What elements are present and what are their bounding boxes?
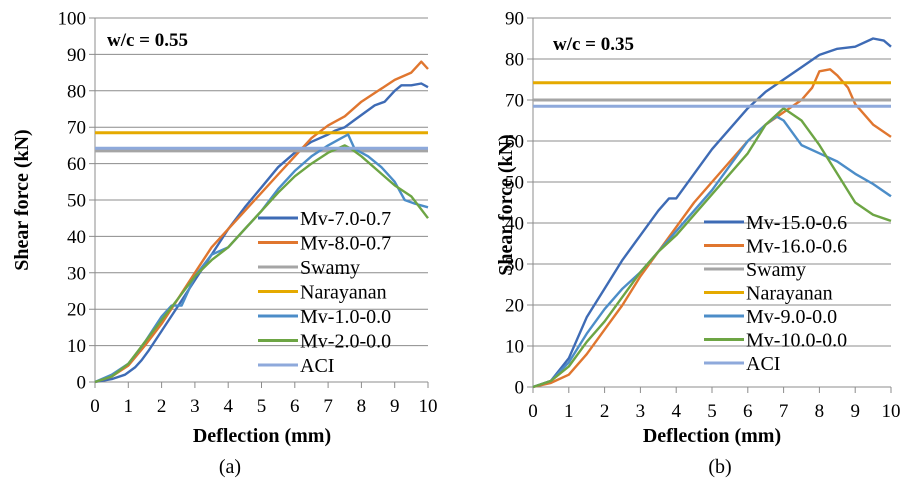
legend-item: Mv-16.0-0.6 (704, 236, 847, 258)
y-tick-label: 70 (67, 118, 86, 139)
x-tick-label: 6 (290, 396, 300, 417)
x-tick-label: 8 (357, 396, 367, 417)
x-tick-label: 9 (390, 396, 400, 417)
legend-item: Swamy (704, 259, 806, 281)
legend-label: ACI (746, 353, 780, 375)
legend-item: Mv-1.0-0.0 (258, 306, 391, 328)
legend-item: Narayanan (258, 282, 387, 304)
y-tick-label: 50 (67, 191, 86, 212)
x-tick-label: 6 (743, 401, 753, 422)
series-line-mv-2-0-0-0 (94, 144, 429, 384)
legend-label: Swamy (746, 259, 806, 281)
y-tick-label: 50 (505, 173, 524, 194)
y-tick-label: 80 (505, 50, 524, 71)
x-tick-label: 1 (564, 401, 574, 422)
legend-item: Mv-7.0-0.7 (258, 208, 391, 230)
x-tick-label: 7 (779, 401, 789, 422)
x-tick-label: 2 (157, 396, 167, 417)
legend-item: Mv-15.0-0.6 (704, 212, 847, 234)
legend-item: Mv-9.0-0.0 (704, 306, 837, 328)
x-axis-title: Deflection (mm) (643, 425, 781, 447)
x-axis-title: Deflection (mm) (193, 425, 331, 447)
series-line-mv-10-0-0-0 (532, 106, 892, 389)
legend-item: Mv-8.0-0.7 (258, 233, 391, 255)
legend-item: Narayanan (704, 283, 833, 305)
panel-caption: (b) (708, 456, 731, 478)
x-tick-label: 0 (90, 396, 100, 417)
y-tick-label: 10 (67, 336, 86, 357)
x-tick-label: 10 (882, 401, 901, 422)
legend-item: Mv-2.0-0.0 (258, 331, 391, 353)
series-line-mv-7-0-0-7 (94, 82, 429, 384)
y-tick-label: 90 (505, 9, 524, 30)
legend-label: Narayanan (746, 283, 833, 305)
x-tick-label: 10 (419, 396, 438, 417)
legend-label: Mv-16.0-0.6 (746, 236, 847, 258)
y-tick-label: 40 (67, 227, 86, 248)
x-tick-label: 4 (223, 396, 233, 417)
legend-item: ACI (704, 353, 780, 375)
y-tick-label: 0 (77, 373, 87, 394)
x-tick-label: 7 (323, 396, 333, 417)
legend-label: Narayanan (300, 282, 387, 304)
x-tick-label: 8 (815, 401, 825, 422)
y-tick-label: 80 (67, 81, 86, 102)
y-tick-label: 60 (67, 154, 86, 175)
chart-panel-b: 0 10 20 30 40 50 60 70 80 90 0 1 2 3 4 5 6 7 8 9 10 w/c = 0.3… (495, 9, 901, 479)
x-tick-label: 2 (600, 401, 610, 422)
legend-label: Mv-15.0-0.6 (746, 212, 847, 234)
y-tick-label: 100 (58, 9, 87, 30)
x-tick-label: 9 (850, 401, 860, 422)
y-tick-label: 90 (67, 45, 86, 66)
y-tick-label: 30 (505, 255, 524, 276)
series-line-mv-16-0-0-6 (532, 68, 892, 389)
y-tick-label: 60 (505, 132, 524, 153)
y-tick-label: 30 (67, 263, 86, 284)
x-tick-label: 5 (707, 401, 717, 422)
panel-caption: (a) (219, 456, 241, 478)
x-tick-label: 3 (636, 401, 646, 422)
x-tick-label: 4 (671, 401, 681, 422)
y-tick-label: 20 (67, 300, 86, 321)
y-tick-label: 0 (515, 378, 525, 399)
legend-label: ACI (300, 355, 334, 377)
wc-annotation: w/c = 0.35 (553, 34, 634, 55)
legend-label: Mv-7.0-0.7 (300, 208, 391, 230)
legend-label: Mv-9.0-0.0 (746, 306, 837, 328)
x-tick-label: 0 (528, 401, 538, 422)
chart-panel-a: 0 10 20 30 40 50 60 70 80 90 100 0 1 2 3 4 5 6 7 8 9 10 w/c = … (11, 9, 438, 479)
y-tick-label: 20 (505, 296, 524, 317)
wc-annotation: w/c = 0.55 (107, 30, 188, 51)
legend-item: Swamy (258, 257, 360, 279)
y-tick-label: 70 (505, 91, 524, 112)
y-tick-label: 40 (505, 214, 524, 235)
x-tick-label: 5 (257, 396, 267, 417)
x-tick-label: 1 (124, 396, 134, 417)
x-tick-label: 3 (190, 396, 200, 417)
series-line-mv-8-0-0-7 (94, 60, 429, 384)
legend-label: Mv-10.0-0.0 (746, 330, 847, 352)
series-line-mv-15-0-0-6 (532, 37, 892, 389)
legend-label: Swamy (300, 257, 360, 279)
legend-label: Mv-1.0-0.0 (300, 306, 391, 328)
y-axis-title: Shear force (kN) (495, 134, 517, 275)
legend-label: Mv-2.0-0.0 (300, 331, 391, 353)
legend-label: Mv-8.0-0.7 (300, 233, 391, 255)
y-tick-label: 10 (505, 337, 524, 358)
legend-item: Mv-10.0-0.0 (704, 330, 847, 352)
legend: Mv-15.0-0.6Mv-16.0-0.6SwamyNarayananMv-9… (704, 212, 847, 375)
legend-item: ACI (258, 355, 334, 377)
y-axis-title: Shear force (kN) (11, 129, 33, 270)
